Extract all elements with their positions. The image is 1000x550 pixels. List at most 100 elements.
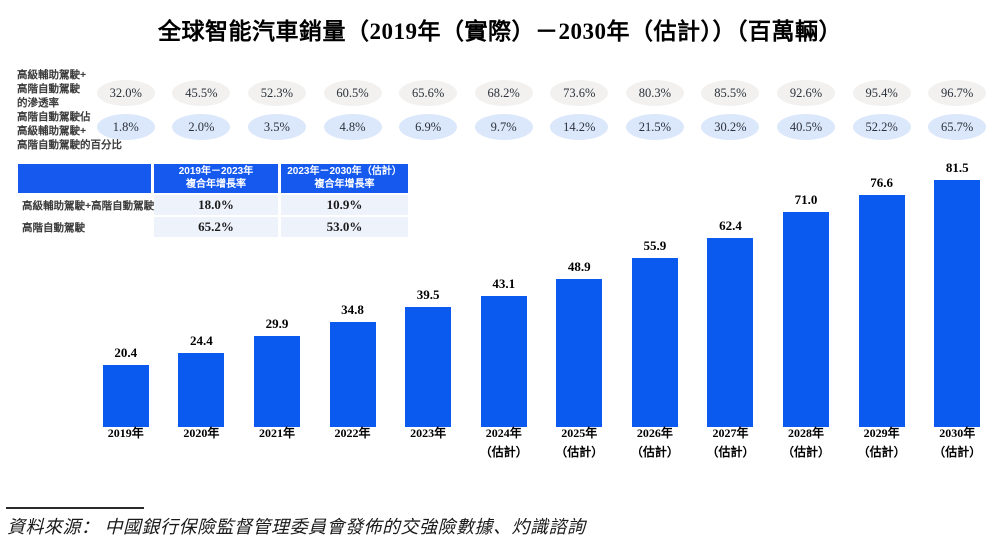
- x-axis-label-estimate: （估計）: [933, 444, 982, 459]
- share-badge: 14.2%: [550, 114, 609, 140]
- share-badge-cell: 14.2%: [542, 113, 618, 141]
- penetration-badge: 65.6%: [399, 80, 458, 106]
- chart-title: 全球智能汽車銷量（2019年（實際）－2030年（估計））（百萬輛）: [158, 19, 842, 44]
- cagr-table-header-2019-2023: 2019年－2023年 複合年增長率: [151, 164, 278, 193]
- x-axis-label-estimate: （估計）: [782, 444, 831, 459]
- penetration-row-label: 高級輔助駕駛+ 高階自動駕駛 的滲透率: [17, 69, 135, 111]
- header-line: 複合年增長率: [186, 178, 246, 190]
- bar-value-label: 39.5: [416, 287, 440, 302]
- bar: [783, 212, 830, 427]
- penetration-badge-cell: 96.7%: [919, 79, 995, 107]
- cagr-value: 65.2%: [151, 215, 278, 237]
- penetration-badge-cell: 68.2%: [466, 79, 542, 107]
- share-badge-cell: 1.8%: [88, 113, 164, 141]
- cagr-table-header-2023-2030: 2023年－2030年（估計） 複合年增長率: [278, 164, 408, 193]
- cagr-table-corner-cell: [18, 164, 151, 193]
- x-axis-label-year: 2021年: [258, 426, 295, 440]
- bar: [934, 180, 981, 427]
- bar-column: 34.8: [315, 160, 391, 427]
- share-row-label-line: 高級輔助駕駛+: [17, 124, 87, 137]
- share-badge: 40.5%: [777, 114, 836, 140]
- penetration-badge-cell: 60.5%: [315, 79, 391, 107]
- bar: [178, 353, 225, 427]
- bar-column: 39.5: [390, 160, 466, 427]
- cagr-table: 2019年－2023年 複合年增長率 2023年－2030年（估計） 複合年增長…: [18, 164, 408, 237]
- bar-value-label: 29.9: [265, 316, 289, 331]
- bar: [631, 258, 678, 427]
- bar-value-label: 20.4: [114, 345, 138, 360]
- share-badge-cell: 52.2%: [844, 113, 920, 141]
- bar-column: 20.4: [88, 160, 164, 427]
- cagr-table-row: 高級輔助駕駛+高階自動駕駛 18.0% 10.9%: [18, 193, 408, 215]
- bar-column: 29.9: [239, 160, 315, 427]
- share-badge-cell: 6.9%: [390, 113, 466, 141]
- penetration-badge-cell: 95.4%: [844, 79, 920, 107]
- x-axis-label: 2021年: [239, 424, 315, 461]
- bar-column: 76.6: [844, 160, 920, 427]
- x-axis-label-year: 2025年: [561, 426, 598, 440]
- share-badge-cell: 30.2%: [693, 113, 769, 141]
- share-badge: 52.2%: [852, 114, 911, 140]
- penetration-badges-row: 32.0% 45.5% 52.3% 60.5% 65.6% 68.2% 73.6% 80.3%…: [88, 79, 995, 107]
- share-badge: 9.7%: [474, 114, 533, 140]
- penetration-badge: 60.5%: [323, 80, 382, 106]
- penetration-badge-cell: 32.0%: [88, 79, 164, 107]
- cagr-row-label: 高階自動駕駛: [18, 215, 151, 237]
- penetration-row-label-line: 高階自動駕駛: [17, 82, 80, 95]
- x-axis-label-estimate: （估計）: [857, 444, 906, 459]
- share-row-label: 高階自動駕駛佔 高級輔助駕駛+ 高階自動駕駛的百分比: [17, 111, 135, 153]
- share-badge-cell: 4.8%: [315, 113, 391, 141]
- x-axis-label: 2023年: [390, 424, 466, 461]
- bar-chart-plot-area: 20.4 24.4 29.9 34.8 39.5 43.1 48.9 55.9 62.4 71.0…: [88, 160, 995, 427]
- x-axis-label: 2028年 （估計）: [768, 424, 844, 461]
- share-badge: 3.5%: [247, 114, 306, 140]
- share-badge: 4.8%: [323, 114, 382, 140]
- share-badge: 6.9%: [399, 114, 458, 140]
- bar-column: 71.0: [768, 160, 844, 427]
- x-axis-label-year: 2022年: [334, 426, 371, 440]
- x-axis-labels: 2019年 2020年 2021年 2022年 2023年 2024年 （估計） 2025年 （…: [88, 424, 995, 461]
- penetration-badge: 32.0%: [96, 80, 155, 106]
- bar: [480, 296, 527, 427]
- x-axis-label-year: 2023年: [410, 426, 447, 440]
- bar: [253, 336, 300, 427]
- penetration-badge-cell: 65.6%: [390, 79, 466, 107]
- x-axis-label-year: 2024年: [485, 426, 522, 440]
- share-badge-cell: 40.5%: [768, 113, 844, 141]
- x-axis-label: 2027年 （估計）: [693, 424, 769, 461]
- source-divider: [6, 507, 144, 509]
- penetration-badge-cell: 92.6%: [768, 79, 844, 107]
- share-row-label-line: 高階自動駕駛的百分比: [17, 138, 122, 151]
- penetration-row-label-line: 高級輔助駕駛+: [17, 69, 87, 81]
- penetration-badge: 95.4%: [852, 80, 911, 106]
- share-badge-cell: 21.5%: [617, 113, 693, 141]
- bar: [329, 322, 376, 427]
- share-badge-cell: 9.7%: [466, 113, 542, 141]
- x-axis-label-year: 2030年: [939, 426, 976, 440]
- x-axis-label-year: 2027年: [712, 426, 749, 440]
- cagr-table-header-row: 2019年－2023年 複合年增長率 2023年－2030年（估計） 複合年增長…: [18, 164, 408, 193]
- penetration-badge: 52.3%: [247, 80, 306, 106]
- cagr-table-row: 高階自動駕駛 65.2% 53.0%: [18, 215, 408, 237]
- cagr-value: 53.0%: [278, 215, 408, 237]
- penetration-badge: 80.3%: [625, 80, 684, 106]
- penetration-badge: 73.6%: [550, 80, 609, 106]
- penetration-badge-cell: 45.5%: [164, 79, 240, 107]
- bar-column: 43.1: [466, 160, 542, 427]
- bar-column: 24.4: [164, 160, 240, 427]
- penetration-badge-cell: 80.3%: [617, 79, 693, 107]
- share-badge-cell: 3.5%: [239, 113, 315, 141]
- bar-column: 48.9: [542, 160, 618, 427]
- bar: [707, 238, 754, 427]
- bar: [556, 279, 603, 427]
- x-axis-label: 2029年 （估計）: [844, 424, 920, 461]
- share-badge-cell: 65.7%: [919, 113, 995, 141]
- share-badge: 1.8%: [96, 114, 155, 140]
- x-axis-label-year: 2019年: [107, 426, 144, 440]
- bar-value-label: 76.6: [870, 175, 893, 190]
- x-axis-label-year: 2020年: [183, 426, 220, 440]
- share-badge: 2.0%: [172, 114, 231, 140]
- x-axis-label: 2020年: [164, 424, 240, 461]
- bar-value-label: 55.9: [643, 238, 667, 253]
- penetration-badge: 96.7%: [928, 80, 987, 106]
